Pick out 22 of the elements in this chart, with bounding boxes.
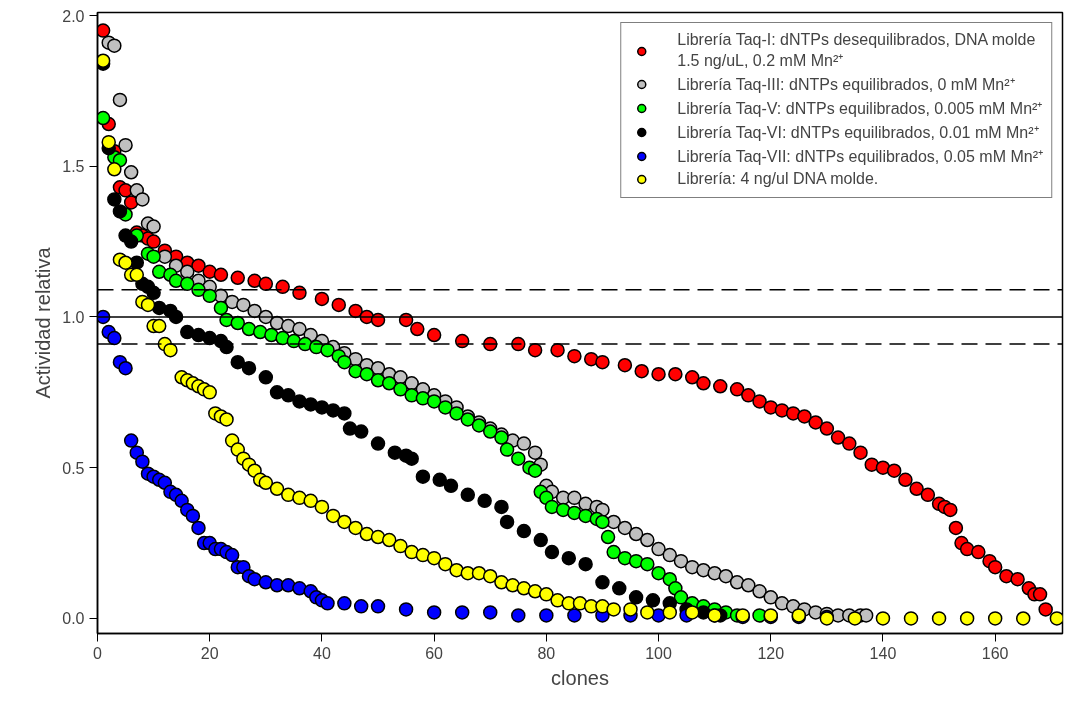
y-axis-title: Actividad relativa	[32, 246, 55, 399]
x-tick-label: 40	[313, 644, 331, 662]
legend-label: Librería Taq-III: dNTPs equilibrados, 0 mM Mn²⁺	[677, 75, 1015, 95]
y-tick-label: 1.0	[62, 308, 85, 326]
legend-label: Librería Taq-VII: dNTPs equilibrados, 0.05 mM Mn²⁺	[677, 147, 1043, 167]
y-tick-label: 0.5	[62, 459, 85, 477]
y-tick-label: 0.0	[62, 610, 85, 628]
x-tick-label: 140	[869, 644, 897, 662]
x-axis-title: clones	[551, 666, 609, 689]
legend-label: Librería Taq-V: dNTPs equilibrados, 0.005 mM Mn²⁺	[677, 99, 1043, 119]
y-tick-label: 2.0	[62, 7, 85, 25]
legend-label: Librería Taq-VI: dNTPs equilibrados, 0.01 mM Mn²⁺	[677, 123, 1039, 143]
x-tick-label: 60	[425, 644, 444, 662]
x-tick-label: 100	[645, 644, 672, 662]
x-tick-label: 160	[981, 644, 1009, 662]
x-tick-label: 80	[537, 644, 556, 662]
y-tick-label: 1.5	[62, 158, 85, 176]
legend-label: Librería: 4 ng/ul DNA molde.	[677, 170, 879, 188]
x-tick-label: 0	[93, 644, 103, 662]
x-tick-label: 20	[200, 644, 219, 662]
x-tick-label: 120	[757, 644, 785, 662]
legend-label: Librería Taq-I: dNTPs desequilibrados, DNA molde 1.5 ng/uL, 0.2 mM Mn²⁺	[677, 31, 1036, 71]
